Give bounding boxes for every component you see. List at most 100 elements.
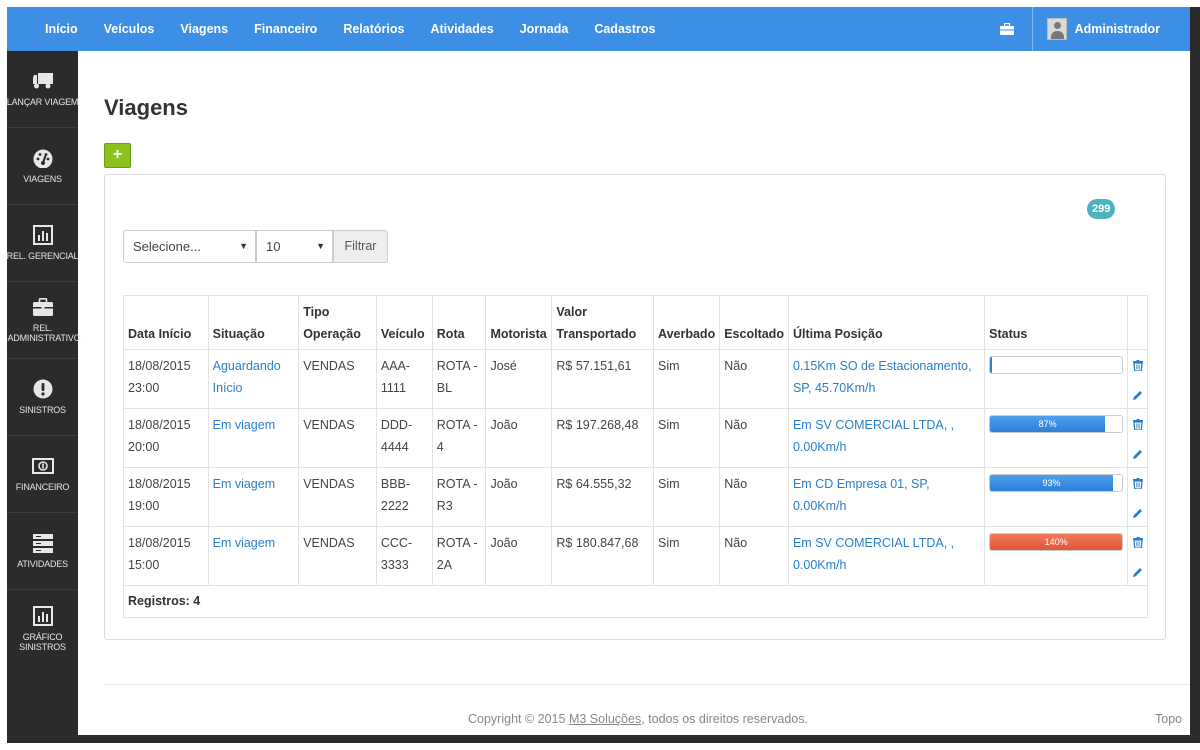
sidebar-item-rel-gerencial[interactable]: REL. GERENCIAL bbox=[6, 205, 79, 282]
cell-operation: VENDAS bbox=[298, 467, 377, 527]
add-trip-button[interactable]: + bbox=[104, 143, 131, 168]
header-rota[interactable]: Rota bbox=[431, 295, 487, 350]
cell-actions bbox=[1127, 467, 1148, 527]
cell-value: R$ 64.555,32 bbox=[551, 467, 655, 527]
trash-icon[interactable] bbox=[1128, 356, 1147, 378]
sidebar-item-financeiro[interactable]: FINANCEIRO bbox=[7, 436, 78, 513]
date-text: 18/08/2015 bbox=[128, 359, 191, 373]
back-to-top-link[interactable]: Topo bbox=[1155, 712, 1183, 726]
cell-position[interactable]: Em CD Empresa 01, SP, 0.00Km/h bbox=[787, 467, 986, 527]
header-ultima-posicao[interactable]: Última Posição bbox=[787, 295, 986, 350]
cell-position[interactable]: Em SV COMERCIAL LTDA, , 0.00Km/h bbox=[787, 526, 986, 586]
cell-date: 18/08/2015 19:00 bbox=[123, 467, 209, 527]
cell-status bbox=[984, 349, 1129, 409]
header-valor-transportado[interactable]: Valor Transportado bbox=[551, 295, 655, 350]
sidebar-item-viagens[interactable]: VIAGENS bbox=[7, 128, 78, 205]
user-area: Administrador bbox=[999, 7, 1160, 51]
sidebar-item-label: REL. GERENCIAL bbox=[6, 251, 79, 261]
cell-situation[interactable]: Em viagem bbox=[207, 467, 300, 527]
cell-status: 93% bbox=[984, 467, 1129, 527]
cell-insured: Sim bbox=[653, 526, 721, 586]
table-row[interactable]: 18/08/2015 20:00 Em viagem VENDAS DDD-444… bbox=[123, 408, 1148, 468]
sidebar-item-lancar-viagem[interactable]: LANÇAR VIAGEM bbox=[7, 51, 78, 128]
pencil-icon[interactable] bbox=[1128, 504, 1147, 526]
menu-item-viagens[interactable]: Viagens bbox=[180, 22, 229, 36]
count-badge: 299 bbox=[1087, 199, 1116, 219]
cell-driver: João bbox=[485, 467, 553, 527]
sidebar-item-sinistros[interactable]: SINISTROS bbox=[7, 359, 78, 436]
pencil-icon[interactable] bbox=[1128, 563, 1147, 585]
frame-edge bbox=[1190, 7, 1200, 51]
sidebar-item-label: ATIVIDADES bbox=[17, 559, 68, 569]
cell-actions bbox=[1127, 349, 1148, 409]
sidebar-item-atividades[interactable]: ATIVIDADES bbox=[7, 513, 78, 590]
cell-vehicle: DDD-4444 bbox=[375, 408, 433, 468]
cell-date: 18/08/2015 15:00 bbox=[123, 526, 209, 586]
cell-operation: VENDAS bbox=[298, 526, 377, 586]
menu-item-atividades[interactable]: Atividades bbox=[430, 22, 494, 36]
pencil-icon[interactable] bbox=[1128, 386, 1147, 408]
page-title: Viagens bbox=[104, 95, 188, 120]
cell-driver: João bbox=[485, 408, 553, 468]
trash-icon[interactable] bbox=[1128, 533, 1147, 555]
bar-chart-icon bbox=[32, 225, 54, 245]
cell-driver: José bbox=[485, 349, 553, 409]
header-averbado[interactable]: Averbado bbox=[653, 295, 721, 350]
table-row[interactable]: 18/08/2015 23:00 Aguardando Início VENDAS… bbox=[123, 349, 1148, 409]
page-size-select[interactable]: 10 ▼ bbox=[256, 230, 333, 263]
cell-value: R$ 197.268,48 bbox=[551, 408, 655, 468]
header-status[interactable]: Status bbox=[984, 295, 1129, 350]
menu-item-veiculos[interactable]: Veículos bbox=[103, 22, 155, 36]
menu-item-relatorios[interactable]: Relatórios bbox=[343, 22, 405, 36]
header-data-inicio[interactable]: Data Início bbox=[123, 295, 209, 350]
cell-situation[interactable]: Em viagem bbox=[207, 408, 300, 468]
briefcase-icon[interactable] bbox=[999, 23, 1014, 35]
menu-item-jornada[interactable]: Jornada bbox=[519, 22, 569, 36]
progress-fill: 93% bbox=[990, 475, 1113, 491]
header-motorista[interactable]: Motorista bbox=[485, 295, 553, 350]
cell-actions bbox=[1127, 526, 1148, 586]
header-escoltado[interactable]: Escoltado bbox=[719, 295, 789, 350]
footer-brand-link[interactable]: M3 Soluções bbox=[568, 712, 642, 726]
status-select-value: Selecione... bbox=[133, 239, 201, 254]
bar-chart-icon bbox=[32, 605, 54, 626]
cell-route: ROTA - R3 bbox=[431, 467, 487, 527]
alert-icon bbox=[32, 379, 54, 399]
status-select[interactable]: Selecione... ▼ bbox=[123, 230, 256, 263]
cell-position[interactable]: Em SV COMERCIAL LTDA, , 0.00Km/h bbox=[787, 408, 986, 468]
header-veiculo[interactable]: Veículo bbox=[375, 295, 433, 350]
progress-bar: 93% bbox=[989, 474, 1124, 492]
top-navbar: Início Veículos Viagens Financeiro Relat… bbox=[7, 7, 1190, 51]
time-text: 15:00 bbox=[128, 558, 160, 572]
date-text: 18/08/2015 bbox=[128, 536, 191, 550]
progress-bar: 140% bbox=[989, 533, 1124, 551]
menu-item-cadastros[interactable]: Cadastros bbox=[594, 22, 656, 36]
table-row[interactable]: 18/08/2015 15:00 Em viagem VENDAS CCC-333… bbox=[123, 526, 1148, 586]
menu-item-inicio[interactable]: Início bbox=[45, 22, 78, 36]
cell-position[interactable]: 0.15Km SO de Estacionamento, SP, 45.70Km… bbox=[787, 349, 986, 409]
caret-down-icon: ▼ bbox=[239, 241, 248, 251]
progress-bar: 87% bbox=[989, 415, 1124, 433]
cell-situation[interactable]: Aguardando Início bbox=[207, 349, 300, 409]
table-row[interactable]: 18/08/2015 19:00 Em viagem VENDAS BBB-222… bbox=[123, 467, 1148, 527]
progress-fill: 87% bbox=[990, 416, 1105, 432]
cell-vehicle: CCC-3333 bbox=[375, 526, 433, 586]
cell-situation[interactable]: Em viagem bbox=[207, 526, 300, 586]
filter-button[interactable]: Filtrar bbox=[333, 230, 388, 263]
trash-icon[interactable] bbox=[1128, 415, 1147, 437]
header-situacao[interactable]: Situação bbox=[207, 295, 300, 350]
avatar[interactable] bbox=[1046, 18, 1067, 40]
cell-status: 140% bbox=[984, 526, 1129, 586]
sidebar-item-label: LANÇAR VIAGEM bbox=[6, 97, 79, 107]
main-menu: Início Veículos Viagens Financeiro Relat… bbox=[7, 7, 655, 51]
page-size-value: 10 bbox=[266, 239, 281, 254]
trash-icon[interactable] bbox=[1128, 474, 1147, 496]
header-actions bbox=[1127, 295, 1148, 350]
menu-item-financeiro[interactable]: Financeiro bbox=[254, 22, 318, 36]
sidebar-item-grafico-sinistros[interactable]: GRÁFICO SINISTROS bbox=[7, 590, 78, 667]
pencil-icon[interactable] bbox=[1128, 445, 1147, 467]
user-name[interactable]: Administrador bbox=[1074, 22, 1160, 36]
header-tipo-operacao[interactable]: Tipo Operação bbox=[298, 295, 377, 350]
sidebar-item-label: VIAGENS bbox=[23, 174, 62, 184]
sidebar-item-rel-administrativo[interactable]: REL. ADMINISTRATIVO bbox=[7, 282, 81, 359]
